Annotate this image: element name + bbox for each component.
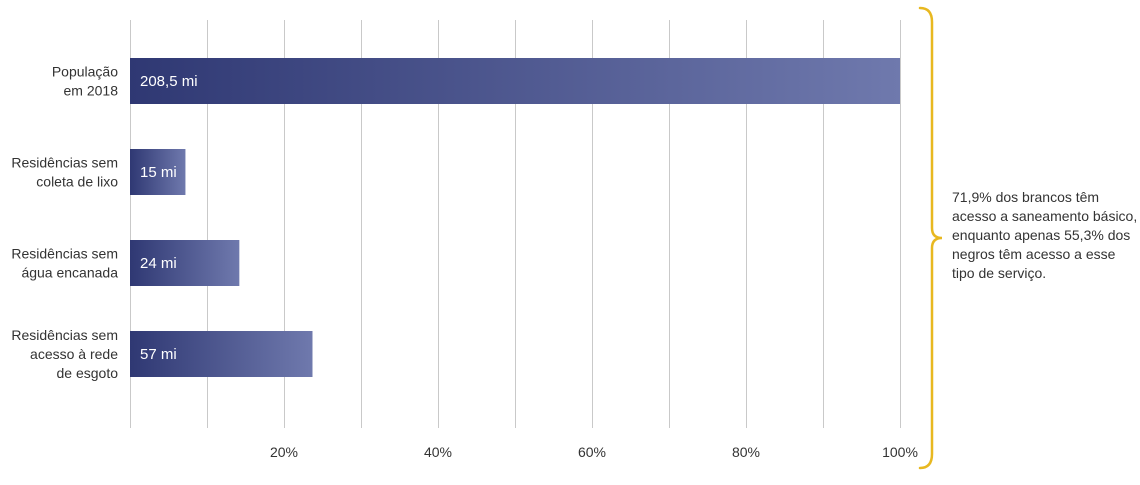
bars: 208,5 mi 15 mi 24 mi 57 mi — [130, 58, 900, 377]
annotation-text: 71,9% dos brancos têm — [952, 189, 1099, 205]
category-label: População — [52, 64, 118, 80]
bar-value-label: 57 mi — [140, 346, 177, 363]
category-label: Residências sem — [11, 155, 118, 171]
bar — [130, 149, 186, 195]
bar-value-label: 15 mi — [140, 164, 177, 181]
x-tick-label: 100% — [882, 444, 918, 460]
category-labels: População em 2018 Residências sem coleta de… — [11, 64, 118, 382]
category-label: em 2018 — [64, 83, 119, 99]
category-label: Residências sem — [11, 246, 118, 262]
bar-value-label: 208,5 mi — [140, 73, 198, 90]
category-label: coleta de lixo — [36, 174, 118, 190]
annotation-text: acesso a saneamento básico, — [952, 208, 1137, 224]
annotation-text: enquanto apenas 55,3% dos — [952, 227, 1130, 243]
x-tick-label: 20% — [270, 444, 298, 460]
brace-icon — [918, 6, 943, 470]
annotation-text: negros têm acesso a esse — [952, 246, 1116, 262]
x-tick-label: 80% — [732, 444, 760, 460]
x-tick-label: 40% — [424, 444, 452, 460]
x-tick-label: 60% — [578, 444, 606, 460]
category-label: acesso à rede — [30, 346, 118, 362]
bar-value-label: 24 mi — [140, 255, 177, 272]
category-label: de esgoto — [57, 365, 119, 381]
bar — [130, 240, 240, 286]
annotation: 71,9% dos brancos têm acesso a saneamento… — [918, 6, 1137, 470]
bar — [130, 58, 900, 104]
category-label: Residências sem — [11, 327, 118, 343]
annotation-text: tipo de serviço. — [952, 265, 1046, 281]
x-axis-ticks: 20% 40% 60% 80% 100% — [270, 444, 918, 460]
category-label: água encanada — [21, 265, 118, 281]
bar — [130, 331, 313, 377]
